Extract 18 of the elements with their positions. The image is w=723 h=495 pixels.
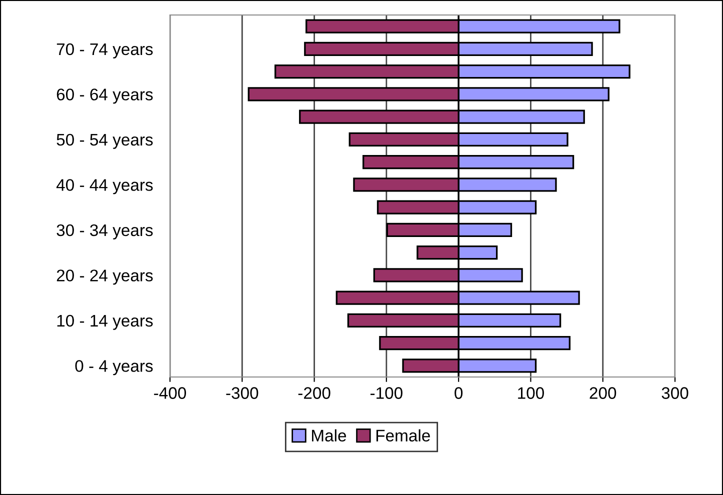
y-tick-label: 50 - 54 years (56, 134, 153, 149)
legend-label: Male (312, 429, 346, 442)
y-tick-label: 0 - 4 years (75, 360, 153, 376)
x-tick-label: -200 (298, 387, 330, 399)
x-tick-label: -300 (226, 387, 258, 399)
y-tick-label: 30 - 34 years (56, 224, 153, 240)
y-tick-label: 40 - 44 years (56, 179, 153, 194)
y-tick-label: 20 - 24 years (56, 270, 153, 285)
y-tick-label: 10 - 14 years (57, 314, 153, 330)
x-tick-label: 200 (590, 387, 616, 399)
x-tick-label: 0 (454, 387, 463, 399)
x-tick-label: 100 (518, 387, 544, 399)
x-tick-label: 300 (662, 387, 688, 399)
y-tick-label: 70 - 74 years (56, 43, 153, 58)
y-tick-label: 60 - 64 years (56, 88, 153, 104)
x-tick-label: -400 (154, 387, 186, 399)
legend-label: Female (376, 429, 430, 442)
x-tick-label: -100 (370, 387, 402, 399)
